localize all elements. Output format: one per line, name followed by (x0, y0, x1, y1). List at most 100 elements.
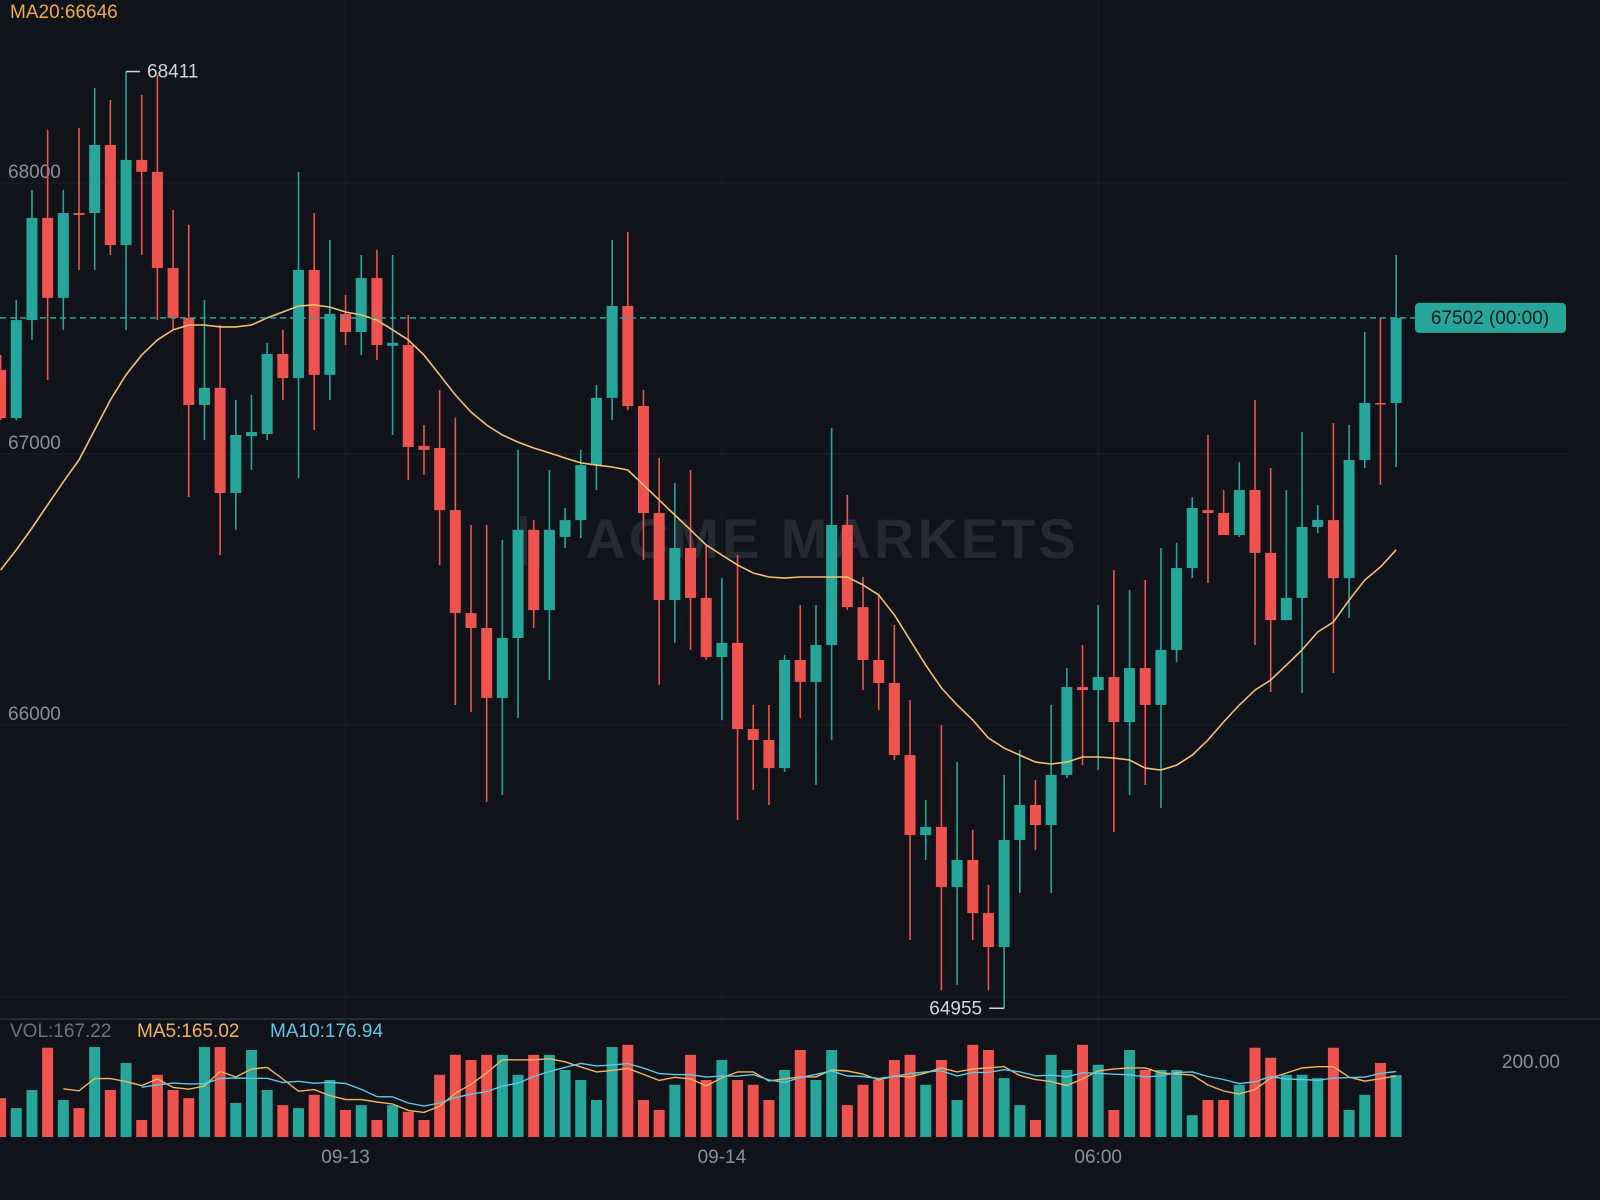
candle-body (1092, 677, 1104, 691)
volume-bar (1359, 1094, 1371, 1137)
volume-bar (324, 1079, 336, 1137)
volume-bar (26, 1089, 38, 1137)
ma5-legend: MA5:165.02 (137, 1021, 239, 1042)
candle-body (402, 345, 414, 447)
candle-body (0, 369, 7, 418)
candle-body (355, 278, 367, 333)
volume-bar (982, 1049, 994, 1137)
candle-body (559, 520, 571, 537)
volume-bar (1327, 1047, 1339, 1137)
volume-bar (1077, 1044, 1089, 1137)
candle-body (277, 353, 289, 379)
volume-bar (277, 1105, 289, 1137)
plot: 66000 67000 68000 200.00 09-13 09-14 06:00 6841… (0, 62, 1566, 1168)
candle-body (716, 642, 728, 657)
volume-bar (1171, 1069, 1183, 1137)
candle-body (340, 313, 352, 333)
candle-body (669, 548, 681, 601)
volume-bar (653, 1109, 665, 1137)
candle-body (89, 145, 101, 214)
volume-bar (967, 1044, 979, 1137)
volume-bar (747, 1084, 759, 1137)
volume-bar (198, 1047, 210, 1137)
volume-bar (402, 1111, 414, 1137)
candle-body (183, 317, 195, 405)
candle-body (42, 217, 54, 298)
volume-bar (951, 1099, 963, 1137)
volume-bar (481, 1054, 493, 1137)
volume-bar (1014, 1105, 1026, 1137)
candle-body (10, 320, 22, 418)
candle-body (1265, 552, 1277, 621)
volume-bar (559, 1069, 571, 1137)
candle-body (575, 465, 587, 521)
volume-bar (1343, 1109, 1355, 1137)
candle-body (1014, 804, 1026, 840)
candle-body (481, 627, 493, 698)
volume-bar (904, 1054, 916, 1137)
candle-body (387, 342, 399, 346)
candle-body (1202, 510, 1214, 514)
candle-body (167, 268, 179, 318)
volume-bar (387, 1105, 399, 1137)
volume-bar (716, 1059, 728, 1137)
candle-body (1296, 526, 1308, 598)
candle-body (261, 353, 273, 434)
volume-bar (575, 1079, 587, 1137)
candle-body (920, 826, 932, 836)
volume-bar (1265, 1057, 1277, 1137)
volume-ma-line (141, 1062, 1397, 1107)
high-label: 68411 (147, 62, 198, 83)
volume-bar (1155, 1069, 1167, 1137)
volume-bar (355, 1105, 367, 1137)
grid (0, 0, 1568, 1137)
volume-bar (826, 1049, 838, 1137)
candle-body (1029, 804, 1041, 826)
volume-bar (418, 1119, 430, 1137)
volume-bar (0, 1098, 7, 1137)
candle-body (104, 145, 116, 246)
candle-body (496, 638, 508, 698)
volume-bar (935, 1059, 947, 1137)
volume-bar (512, 1074, 524, 1137)
candle-body (967, 859, 979, 914)
y-tick-label: 67000 (8, 433, 61, 454)
volume-bar (637, 1099, 649, 1137)
candle-body (904, 755, 916, 836)
candle-body (590, 397, 602, 466)
volume-bar (1202, 1099, 1214, 1137)
candle-body (841, 524, 853, 608)
candle-body (685, 548, 697, 598)
candle-body (1343, 459, 1355, 579)
candle-body (606, 305, 618, 398)
candle-body (465, 613, 477, 628)
volume-bar (104, 1089, 116, 1137)
volume-bar (57, 1099, 69, 1137)
candle-body (1249, 490, 1261, 553)
candle-body (1108, 677, 1120, 723)
ma-legend: MA20:66646 (10, 2, 118, 23)
volume-bar (167, 1089, 179, 1137)
candle-body (732, 642, 744, 730)
price-tag: 67502 (00:00) (1431, 308, 1549, 329)
candle-body (1077, 687, 1089, 691)
volume-ma-line (63, 1058, 1397, 1114)
volume-bar (1218, 1099, 1230, 1137)
volume-bar (888, 1059, 900, 1137)
candle-body (1045, 774, 1057, 826)
candle-body (57, 213, 69, 298)
candle-body (214, 387, 226, 494)
volume-bar (340, 1109, 352, 1137)
volume-bar (810, 1079, 822, 1137)
volume-bar (183, 1098, 195, 1137)
candle-body (873, 659, 885, 684)
volume-bar (1139, 1069, 1151, 1137)
volume-bar (1029, 1119, 1041, 1137)
candle-body (700, 597, 712, 657)
volume-bar (606, 1047, 618, 1137)
volume-bar (543, 1054, 555, 1137)
candle-body (653, 513, 665, 601)
volume-bar (1296, 1074, 1308, 1137)
